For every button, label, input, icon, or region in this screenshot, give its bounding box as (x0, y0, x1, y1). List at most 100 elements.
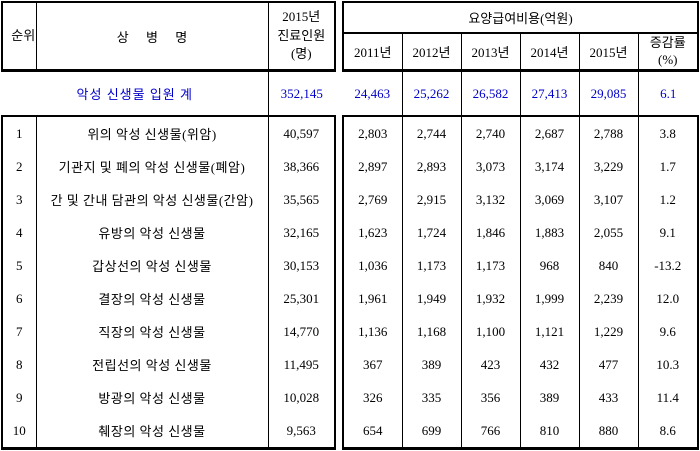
cost-2014-cell: 1,999 (520, 282, 580, 315)
patients-cell: 35,565 (268, 183, 336, 216)
cost-2012-cell: 699 (402, 414, 462, 450)
cost-2015-cell: 2,055 (579, 216, 639, 249)
patients-header-line1: 2015년 (282, 8, 321, 24)
disease-name-cell: 결장의 악성 신생물 (36, 282, 269, 315)
table-row: 5 갑상선의 악성 신생물 30,153 1,036 1,173 1,173 9… (1, 249, 700, 282)
patients-cell: 11,495 (268, 348, 336, 381)
cost-2013-cell: 3,073 (461, 150, 521, 183)
cost-2012-cell: 1,724 (402, 216, 462, 249)
table-gap (335, 282, 343, 315)
total-patients-cell: 352,145 (268, 70, 335, 117)
table-gap (335, 249, 343, 282)
disease-name-cell: 간 및 간내 담관의 악성 신생물(간암) (36, 183, 269, 216)
change-rate-cell: -13.2 (638, 249, 700, 282)
total-cost-2012-cell: 25,262 (402, 70, 462, 117)
cost-2011-cell: 654 (342, 414, 403, 450)
header-row-1: 순위 상 병 명 2015년 진료인원 (명) 요양급여비용(억원) (1, 1, 700, 72)
rank-cell: 8 (1, 348, 37, 381)
cost-2015-cell: 840 (579, 249, 639, 282)
table-gap (335, 2, 343, 71)
change-rate-header: 증감률 (%) (638, 33, 700, 72)
disease-name-cell: 위의 악성 신생물(위암) (36, 116, 269, 150)
cost-2011-cell: 1,623 (342, 216, 403, 249)
table-gap (335, 381, 343, 414)
cost-2014-cell: 3,174 (520, 150, 580, 183)
cost-2012-cell: 1,168 (402, 315, 462, 348)
year-2015-header: 2015년 (579, 33, 639, 72)
cost-2015-cell: 477 (579, 348, 639, 381)
rank-header-label: 순위 (11, 27, 36, 43)
patients-cell: 25,301 (268, 282, 336, 315)
cost-2014-cell: 1,883 (520, 216, 580, 249)
total-cost-2015-cell: 29,085 (579, 70, 639, 117)
change-rate-cell: 9.1 (638, 216, 700, 249)
disease-name-cell: 갑상선의 악성 신생물 (36, 249, 269, 282)
rank-cell: 4 (1, 216, 37, 249)
total-label: 악성 신생물 입원 계 (2, 70, 269, 117)
cost-2014-cell: 1,121 (520, 315, 580, 348)
table-gap (335, 348, 343, 381)
patients-cell: 32,165 (268, 216, 336, 249)
table-gap (335, 216, 343, 249)
cost-2013-cell: 3,132 (461, 183, 521, 216)
table-gap (335, 116, 343, 150)
disease-name-cell: 췌장의 악성 신생물 (36, 414, 269, 450)
disease-name-cell: 기관지 및 폐의 악성 신생물(폐암) (36, 150, 269, 183)
table-row: 2 기관지 및 폐의 악성 신생물(폐암) 38,366 2,897 2,893… (1, 150, 700, 183)
table-row: 10 췌장의 악성 신생물 9,563 654 699 766 810 880 … (1, 414, 700, 450)
change-rate-cell: 8.6 (638, 414, 700, 450)
cost-2013-cell: 2,740 (461, 116, 521, 150)
cost-2011-cell: 1,036 (342, 249, 403, 282)
cost-2014-cell: 2,687 (520, 116, 580, 150)
change-rate-cell: 12.0 (638, 282, 700, 315)
cost-2012-cell: 2,744 (402, 116, 462, 150)
cost-2015-cell: 1,229 (579, 315, 639, 348)
patients-cell: 30,153 (268, 249, 336, 282)
total-cost-2014-cell: 27,413 (520, 70, 580, 117)
cost-2013-cell: 1,173 (461, 249, 521, 282)
patients-header-line3: (명) (290, 46, 312, 62)
total-change-cell: 6.1 (638, 70, 699, 117)
patients-header-line2: 진료인원 (277, 27, 326, 43)
cost-2011-cell: 326 (342, 381, 403, 414)
table-gap (335, 315, 343, 348)
cost-2014-cell: 389 (520, 381, 580, 414)
cost-2012-cell: 2,915 (402, 183, 462, 216)
table-row: 6 결장의 악성 신생물 25,301 1,961 1,949 1,932 1,… (1, 282, 700, 315)
table-gap (335, 414, 343, 449)
table-gap (335, 70, 343, 116)
year-2013-header: 2013년 (461, 33, 521, 72)
cost-2014-cell: 3,069 (520, 183, 580, 216)
year-2012-header: 2012년 (402, 33, 462, 72)
patients-cell: 9,563 (268, 414, 336, 450)
rank-cell: 6 (1, 282, 37, 315)
year-2011-header: 2011년 (342, 33, 403, 72)
cost-2015-cell: 3,107 (579, 183, 639, 216)
table-row: 9 방광의 악성 신생물 10,028 326 335 356 389 433 … (1, 381, 700, 414)
disease-name-cell: 전립선의 악성 신생물 (36, 348, 269, 381)
cost-2015-cell: 880 (579, 414, 639, 450)
change-rate-cell: 1.2 (638, 183, 700, 216)
cost-2011-cell: 2,803 (342, 116, 403, 150)
cost-2013-cell: 766 (461, 414, 521, 450)
change-rate-cell: 3.8 (638, 116, 700, 150)
table-row: 3 간 및 간내 담관의 악성 신생물(간암) 35,565 2,769 2,9… (1, 183, 700, 216)
patients-cell: 38,366 (268, 150, 336, 183)
cost-2014-cell: 810 (520, 414, 580, 450)
cost-2011-cell: 367 (342, 348, 403, 381)
cost-2012-cell: 335 (402, 381, 462, 414)
cost-2015-cell: 3,229 (579, 150, 639, 183)
table-row: 1 위의 악성 신생물(위암) 40,597 2,803 2,744 2,740… (1, 116, 700, 150)
disease-name-header: 상 병 명 (36, 1, 269, 72)
disease-name-cell: 유방의 악성 신생물 (36, 216, 269, 249)
patients-cell: 10,028 (268, 381, 336, 414)
table-row: 7 직장의 악성 신생물 14,770 1,136 1,168 1,100 1,… (1, 315, 700, 348)
cost-2012-cell: 1,173 (402, 249, 462, 282)
rank-cell: 5 (1, 249, 37, 282)
cost-2013-cell: 356 (461, 381, 521, 414)
change-rate-cell: 9.6 (638, 315, 700, 348)
cost-2015-cell: 2,239 (579, 282, 639, 315)
cost-2014-cell: 432 (520, 348, 580, 381)
cost-2011-cell: 1,136 (342, 315, 403, 348)
